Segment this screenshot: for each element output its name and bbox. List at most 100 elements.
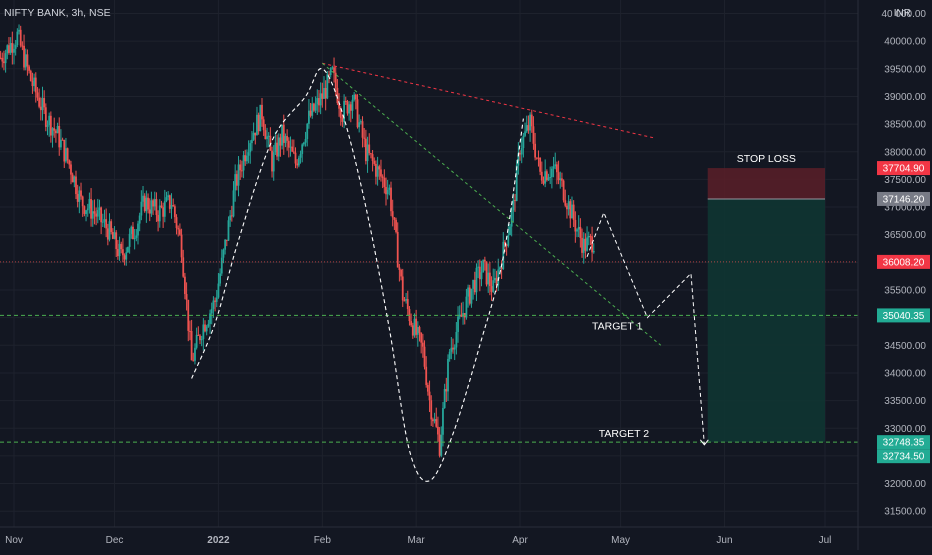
y-tick-label: 37000.00 — [884, 203, 926, 214]
candle-body — [9, 43, 12, 53]
target-zone — [707, 198, 825, 443]
candle-body — [535, 157, 538, 159]
candle-body — [195, 334, 198, 348]
candle-body — [540, 171, 543, 181]
candle-body — [487, 272, 490, 285]
candle-body — [256, 114, 258, 136]
candle-body — [116, 249, 119, 257]
candle-body — [373, 160, 376, 164]
candle-body — [433, 419, 436, 422]
candle-body — [514, 199, 516, 202]
candle-body — [19, 29, 22, 46]
candle-body — [361, 121, 364, 138]
candle-body — [550, 168, 553, 178]
candle-body — [142, 195, 144, 202]
candle-body — [351, 99, 354, 111]
candle-body — [292, 151, 295, 153]
price-label-box — [877, 308, 930, 323]
candle-body — [371, 154, 374, 161]
candle-body — [316, 98, 319, 105]
candle-body — [299, 153, 302, 158]
candle-body — [458, 314, 461, 317]
candle-body — [21, 45, 24, 47]
candle-body — [85, 210, 87, 214]
candle-body — [490, 286, 493, 292]
candle-body — [287, 140, 290, 148]
candle-body — [140, 201, 143, 216]
candle-body — [393, 217, 396, 220]
candle-body — [522, 135, 525, 149]
candle-body — [6, 45, 9, 54]
x-tick-label: Nov — [5, 535, 23, 546]
candle-body — [423, 346, 426, 367]
candle-body — [344, 100, 347, 102]
candle-body — [88, 199, 91, 209]
candle-body — [323, 87, 325, 99]
candle-body — [24, 54, 27, 68]
price-label-box — [877, 449, 930, 464]
candle-body — [163, 201, 166, 217]
candle-body — [465, 296, 468, 318]
trend-line-red — [322, 62, 655, 139]
candle-body — [529, 114, 531, 131]
candle-body — [410, 321, 413, 326]
candle-body — [291, 146, 294, 152]
candle-body — [502, 241, 505, 270]
candle-body — [284, 136, 287, 143]
candle-body — [504, 241, 506, 245]
candle-body — [561, 178, 563, 181]
candle-body — [209, 313, 211, 324]
candle-body — [49, 115, 52, 136]
candle-body — [435, 419, 438, 427]
y-tick-label: 33500.00 — [884, 396, 926, 407]
candle-body — [279, 137, 282, 146]
candle-body — [122, 249, 124, 256]
price-label-text: 37146.20 — [883, 194, 925, 205]
candle-body — [103, 219, 106, 222]
candle-body — [271, 150, 273, 172]
candle-body — [168, 195, 171, 209]
candle-body — [229, 215, 232, 221]
candle-body — [341, 118, 344, 122]
candle-body — [257, 114, 260, 132]
candle-body — [1, 57, 4, 62]
candle-body — [60, 139, 62, 148]
candle-body — [286, 136, 289, 141]
candle-body — [564, 200, 567, 206]
candle-body — [477, 266, 480, 268]
candle-body — [401, 276, 404, 301]
candle-body — [544, 171, 547, 184]
candle-body — [132, 226, 134, 240]
candle-body — [289, 146, 292, 148]
candle-body — [100, 207, 103, 223]
candle-body — [254, 132, 257, 136]
trend-line-green — [321, 62, 662, 346]
candle-body — [366, 144, 369, 162]
candle-body — [428, 391, 431, 401]
candle-body — [562, 180, 565, 201]
candle-body — [264, 130, 267, 140]
x-tick-label: Jul — [819, 535, 832, 546]
candle-body — [210, 308, 213, 314]
candle-body — [182, 257, 185, 277]
candle-body — [308, 110, 310, 124]
candle-body — [277, 137, 280, 157]
candle-body — [403, 300, 406, 302]
candle-body — [592, 251, 595, 253]
candle-body — [576, 229, 578, 232]
x-tick-label: Mar — [408, 535, 426, 546]
candle-body — [192, 360, 195, 362]
candle-body — [78, 190, 81, 202]
candle-body — [108, 221, 111, 240]
candle-body — [478, 266, 481, 280]
candle-body — [309, 110, 312, 116]
candle-body — [53, 128, 56, 131]
candle-body — [530, 114, 533, 127]
candle-body — [395, 219, 397, 232]
candle-body — [180, 234, 183, 258]
candle-body — [453, 347, 456, 350]
candle-body — [445, 389, 448, 392]
candle-body — [406, 299, 409, 310]
candle-body — [105, 219, 108, 229]
